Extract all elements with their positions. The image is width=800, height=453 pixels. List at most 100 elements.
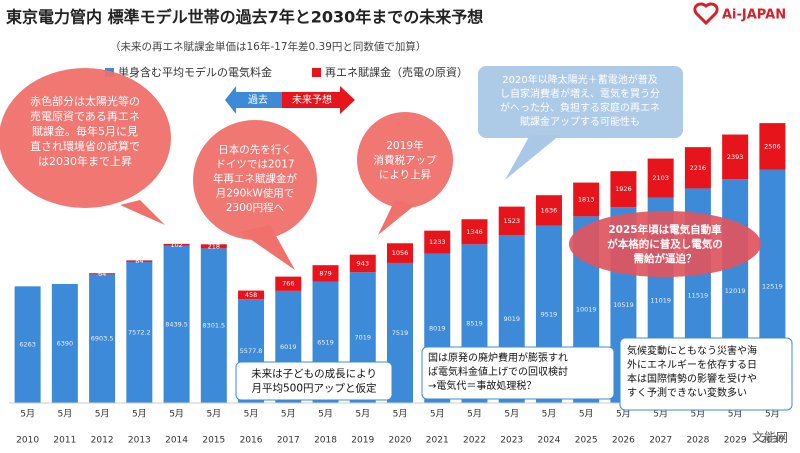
bar: [238, 290, 265, 300]
logo: Ai-JAPAN: [722, 8, 786, 23]
x-tick-label: 2013: [128, 436, 151, 446]
data-label: 12519: [762, 282, 783, 290]
callout-shapes: [0, 66, 793, 411]
data-label: 12019: [725, 287, 746, 295]
x-tick-label: 2011: [53, 436, 76, 446]
x-tick-label: 2023: [500, 436, 523, 446]
x-month-label: 5月: [318, 409, 333, 420]
callout-text: 月290kW使用で: [216, 187, 295, 200]
bar: [684, 147, 711, 189]
x-month-label: 5月: [653, 409, 668, 420]
callout-text: 国は原発の廃炉費用が膨張すれ: [428, 351, 568, 364]
x-tick-label: 2028: [686, 436, 709, 446]
callout-text: 需給が逼迫？: [634, 252, 697, 265]
arrow: 過去 未来予想: [225, 86, 355, 114]
bar: [573, 182, 600, 217]
x-tick-label: 2021: [426, 436, 449, 446]
x-month-label: 5月: [95, 409, 110, 420]
callout-text: 2025年頃は電気自動車: [608, 223, 722, 236]
x-month-label: 5月: [393, 409, 408, 420]
data-label: 2393: [727, 153, 744, 161]
x-tick-label: 2017: [277, 436, 300, 446]
x-month-label: 5月: [355, 409, 370, 420]
x-tick-label: 2026: [612, 436, 635, 446]
arrow-label: 過去: [248, 94, 268, 106]
bar: [163, 245, 190, 403]
bar: [89, 274, 116, 403]
bar: [498, 206, 525, 235]
legend-swatch: [312, 68, 321, 77]
x-month-label: 5月: [20, 409, 35, 420]
callout-text: 赤色部分は太陽光等の: [30, 94, 140, 108]
x-tick-label: 2020: [389, 436, 412, 446]
data-label: 879: [319, 269, 331, 277]
bar: [275, 276, 302, 291]
x-month-label: 5月: [244, 409, 259, 420]
bar: [126, 261, 153, 403]
x-month-label: 5月: [691, 409, 706, 420]
bar: [610, 171, 637, 208]
callout-text: 外にエネルギーを依存する日: [627, 358, 757, 371]
data-label: 1233: [429, 238, 446, 246]
x-month-label: 5月: [504, 409, 519, 420]
x-tick-label: 2015: [202, 436, 225, 446]
legend-label: 単身含む平均モデルの電気料金: [118, 65, 272, 79]
bar: [535, 195, 562, 226]
data-label: 1813: [578, 195, 595, 203]
bar: [200, 248, 227, 403]
x-tick-label: 2014: [165, 436, 188, 446]
data-label: 6519: [317, 338, 334, 346]
bar: [424, 230, 451, 254]
x-tick-label: 2022: [463, 436, 486, 446]
legend-label: 再エネ賦課金（売電の原資）: [325, 65, 468, 79]
data-label: 11019: [650, 296, 671, 304]
data-label: 8019: [429, 324, 446, 332]
x-tick-label: 2025: [575, 436, 598, 446]
callout-text: が本格的に普及し電気の: [607, 238, 723, 251]
data-label: 8301.5: [202, 322, 225, 330]
bar: [387, 243, 413, 263]
bar: [461, 219, 488, 245]
callout-text: がへった分、負担する家庭の再エネ: [500, 101, 660, 114]
bar: [722, 134, 749, 180]
x-month-label: 5月: [281, 409, 296, 420]
callout-text: すく予測できない変数多い: [627, 386, 747, 399]
data-label: 10019: [576, 306, 597, 314]
data-label: 1346: [466, 228, 483, 236]
data-label: 943: [357, 259, 369, 267]
x-month-label: 5月: [57, 409, 72, 420]
callout-text: は2030年まで上昇: [38, 154, 132, 168]
x-month-label: 5月: [579, 409, 594, 420]
x-tick-label: 2029: [724, 436, 747, 446]
x-tick-label: 2019: [351, 436, 374, 446]
bar: [126, 260, 153, 262]
data-label: 1926: [615, 185, 632, 193]
data-label: 102: [170, 241, 182, 249]
bar: [349, 254, 376, 273]
callout-text: 月平均500円アップと仮定: [251, 382, 377, 395]
data-label: 7572.2: [128, 328, 151, 336]
bar: [163, 243, 190, 246]
x-month-label: 5月: [206, 409, 221, 420]
x-month-label: 5月: [765, 409, 780, 420]
data-label: 6903.5: [91, 335, 114, 343]
arrow-label: 未来予想: [292, 93, 332, 106]
callout-text: ドイツでは2017: [215, 159, 294, 171]
callout-text: 気候変動にともなう災害や海: [627, 344, 757, 357]
callout-text: →電気代＝事故処理税？: [428, 379, 536, 392]
data-label: 1056: [392, 249, 409, 257]
data-label: 9019: [503, 315, 520, 323]
x-month-label: 5月: [728, 409, 743, 420]
x-month-label: 5月: [616, 409, 631, 420]
data-label: 7519: [392, 329, 409, 337]
bar: [759, 123, 786, 170]
callout-text: により上昇: [379, 169, 432, 181]
x-month-label: 5月: [169, 409, 184, 420]
data-label: 766: [282, 280, 294, 288]
x-tick-label: 2012: [91, 436, 114, 446]
data-label: 218: [208, 242, 220, 250]
callout-text: 年再エネ賦課金が: [213, 172, 297, 185]
bar: [312, 265, 339, 282]
data-label: 8439.5: [165, 320, 188, 328]
